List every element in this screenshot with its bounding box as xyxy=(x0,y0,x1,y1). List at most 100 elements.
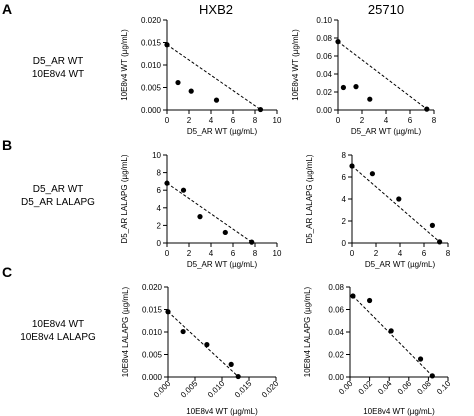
x-tick-label: 10 xyxy=(273,249,282,258)
y-axis-title: D5_AR LALAPG (µg/mL) xyxy=(305,154,314,243)
x-tick-label: 0.020 xyxy=(260,379,281,400)
x-axis-title: D5_AR WT (µg/mL) xyxy=(187,260,258,269)
data-point xyxy=(180,328,186,335)
x-tick-label: 0 xyxy=(336,116,341,125)
x-tick-label: 6 xyxy=(231,116,236,125)
x-tick-label: 0.015 xyxy=(233,379,254,400)
y-tick-label: 0.06 xyxy=(328,306,344,315)
data-point xyxy=(353,84,359,90)
y-tick-label: 0.02 xyxy=(316,88,332,97)
y-axis-title: 10E8v4 LALAPG (µg/mL) xyxy=(121,286,130,377)
data-point xyxy=(204,342,210,348)
data-point xyxy=(257,106,264,113)
y-tick-label: 0.005 xyxy=(141,84,162,93)
data-point xyxy=(388,328,394,334)
x-tick-label: 2 xyxy=(187,249,192,258)
y-tick-label: 0.00 xyxy=(328,373,344,382)
data-point xyxy=(396,196,402,202)
data-point xyxy=(367,96,373,102)
x-axis-title: D5_AR WT (µg/mL) xyxy=(187,127,258,136)
x-tick-label: 10 xyxy=(273,116,282,125)
y-tick-label: 0.005 xyxy=(142,351,163,360)
dashed-fit-line xyxy=(166,182,252,243)
data-point xyxy=(367,297,373,304)
x-axis-title: D5_AR WT (µg/mL) xyxy=(351,127,422,136)
data-point xyxy=(437,239,443,245)
x-tick-label: 8 xyxy=(446,249,451,258)
y-axis-title: 10E8v4 WT (µg/mL) xyxy=(291,29,300,101)
x-axis-title: 10E8v4 WT (µg/mL) xyxy=(186,407,258,416)
x-tick-label: 6 xyxy=(422,249,427,258)
x-tick-label: 0.02 xyxy=(357,379,375,397)
x-tick-label: 4 xyxy=(384,116,389,125)
data-point xyxy=(429,373,435,379)
data-point xyxy=(164,180,170,186)
x-tick-label: 2 xyxy=(360,116,365,125)
data-point xyxy=(165,309,171,315)
data-point xyxy=(429,222,435,228)
row-label-a-line-1: D5_AR WT xyxy=(33,56,84,67)
data-point xyxy=(350,293,356,299)
x-axis-title: D5_AR WT (µg/mL) xyxy=(365,260,436,269)
data-point xyxy=(235,373,241,380)
x-tick-label: 0.10 xyxy=(435,379,453,397)
panel-letter-c: C xyxy=(2,264,12,280)
y-tick-label: 2 xyxy=(157,221,162,230)
row-label-c-line-2: 10E8v4 LALAPG xyxy=(20,332,96,343)
row-label-c-line-1: 10E8v4 WT xyxy=(32,319,84,330)
panel-letter-b: B xyxy=(2,137,12,153)
y-tick-label: 4 xyxy=(342,195,347,204)
x-tick-label: 0.08 xyxy=(415,379,433,397)
x-tick-label: 8 xyxy=(432,116,437,125)
data-point xyxy=(213,97,220,103)
x-tick-label: 4 xyxy=(209,116,214,125)
y-tick-label: 6 xyxy=(342,173,347,182)
data-point xyxy=(228,361,234,367)
data-point xyxy=(197,214,203,220)
data-point xyxy=(249,239,255,245)
data-point xyxy=(175,79,181,86)
x-tick-label: 2 xyxy=(374,249,379,258)
x-tick-label: 8 xyxy=(253,249,258,258)
y-tick-label: 0.00 xyxy=(316,106,332,115)
y-tick-label: 2 xyxy=(342,217,347,226)
x-tick-label: 4 xyxy=(398,249,403,258)
y-axis-title: D5_AR LALAPG (µg/mL) xyxy=(120,154,129,243)
data-point xyxy=(164,42,170,48)
x-axis-title: 10E8v4 WT (µg/mL) xyxy=(363,407,435,416)
y-tick-label: 0 xyxy=(342,239,347,248)
y-tick-label: 0.04 xyxy=(316,70,332,79)
data-point xyxy=(424,106,430,112)
x-tick-label: 0.06 xyxy=(396,379,414,397)
dashed-fit-line xyxy=(352,295,433,377)
plot-a-hxb2: 0.000 0.005 0.010 0.015 0.020 0 2 4 6 8 10 D5_AR WT… xyxy=(120,16,282,136)
y-tick-label: 0.04 xyxy=(328,328,344,337)
y-tick-label: 0.02 xyxy=(328,351,344,360)
plot-b-hxb2: 0 2 4 6 8 10 0 2 4 6 8 10 D5_AR WT (µg/mL) D5_AR LALA… xyxy=(120,151,282,269)
data-point xyxy=(349,163,355,169)
y-tick-label: 0.020 xyxy=(142,283,163,292)
row-label-b-line-1: D5_AR WT xyxy=(33,184,84,195)
y-tick-label: 8 xyxy=(157,169,162,178)
data-point xyxy=(222,229,228,236)
x-tick-label: 6 xyxy=(408,116,413,125)
row-label-a-line-2: 10E8v4 WT xyxy=(32,69,84,80)
row-label-b-line-2: D5_AR LALAPG xyxy=(21,197,95,208)
column-header-25710: 25710 xyxy=(368,2,404,17)
dashed-fit-line xyxy=(166,44,261,110)
x-tick-label: 8 xyxy=(253,116,258,125)
x-tick-label: 4 xyxy=(209,249,214,258)
y-tick-label: 4 xyxy=(157,204,162,213)
y-tick-label: 0.10 xyxy=(316,16,332,25)
y-tick-label: 0.015 xyxy=(142,306,163,315)
y-tick-label: 8 xyxy=(342,151,347,160)
x-tick-label: 0 xyxy=(350,249,355,258)
y-axis-title: 10E8v4 LALAPG (µg/mL) xyxy=(303,286,312,377)
plot-c-25710: 0.000.020.040.060.080.00 0.02 0.04 0.06 0.08… xyxy=(303,283,453,416)
plot-a-25710: 0.00 0.02 0.04 0.06 0.08 0.10 0 2 4 6 8 D5_AR WT (µ… xyxy=(291,16,437,136)
data-point xyxy=(369,171,375,177)
x-tick-label: 0.005 xyxy=(179,379,200,400)
panel-letter-a: A xyxy=(2,1,12,17)
